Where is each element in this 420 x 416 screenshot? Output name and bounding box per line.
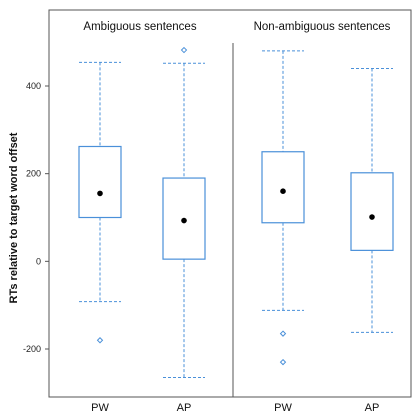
mean-point — [369, 214, 375, 220]
mean-point — [280, 188, 286, 194]
mean-point — [181, 217, 187, 224]
category-label: PW — [274, 402, 292, 414]
category-label: PW — [91, 402, 109, 414]
box-pw: PW — [78, 61, 122, 414]
outlier-point — [279, 358, 287, 366]
y-tick-label: -200 — [23, 344, 41, 354]
y-tick-label: 200 — [26, 169, 41, 179]
panel-title: Ambiguous sentences — [83, 21, 196, 33]
category-label: AP — [365, 402, 380, 414]
y-tick-label: 0 — [36, 256, 41, 266]
panel-title: Non-ambiguous sentences — [254, 21, 391, 33]
iqr-box — [261, 151, 305, 224]
outlier-point — [279, 330, 287, 337]
y-axis: 400 200 0 -200 — [23, 81, 49, 354]
y-tick-label: 400 — [26, 81, 41, 91]
box-pw: PW — [261, 50, 305, 414]
box-ap: AP — [162, 46, 206, 414]
category-label: AP — [177, 402, 192, 414]
iqr-box — [78, 145, 122, 219]
mean-point — [97, 190, 103, 197]
panel-1: Ambiguous sentences PW AP — [78, 21, 206, 414]
y-axis-label: RTs relative to target word offset — [8, 132, 20, 303]
iqr-box — [350, 172, 394, 251]
outlier-point — [96, 337, 104, 344]
plot-frame — [48, 9, 412, 398]
outlier-point — [180, 46, 188, 54]
box-ap: AP — [350, 67, 394, 414]
panel-2: Non-ambiguous sentences PW AP — [254, 21, 394, 414]
